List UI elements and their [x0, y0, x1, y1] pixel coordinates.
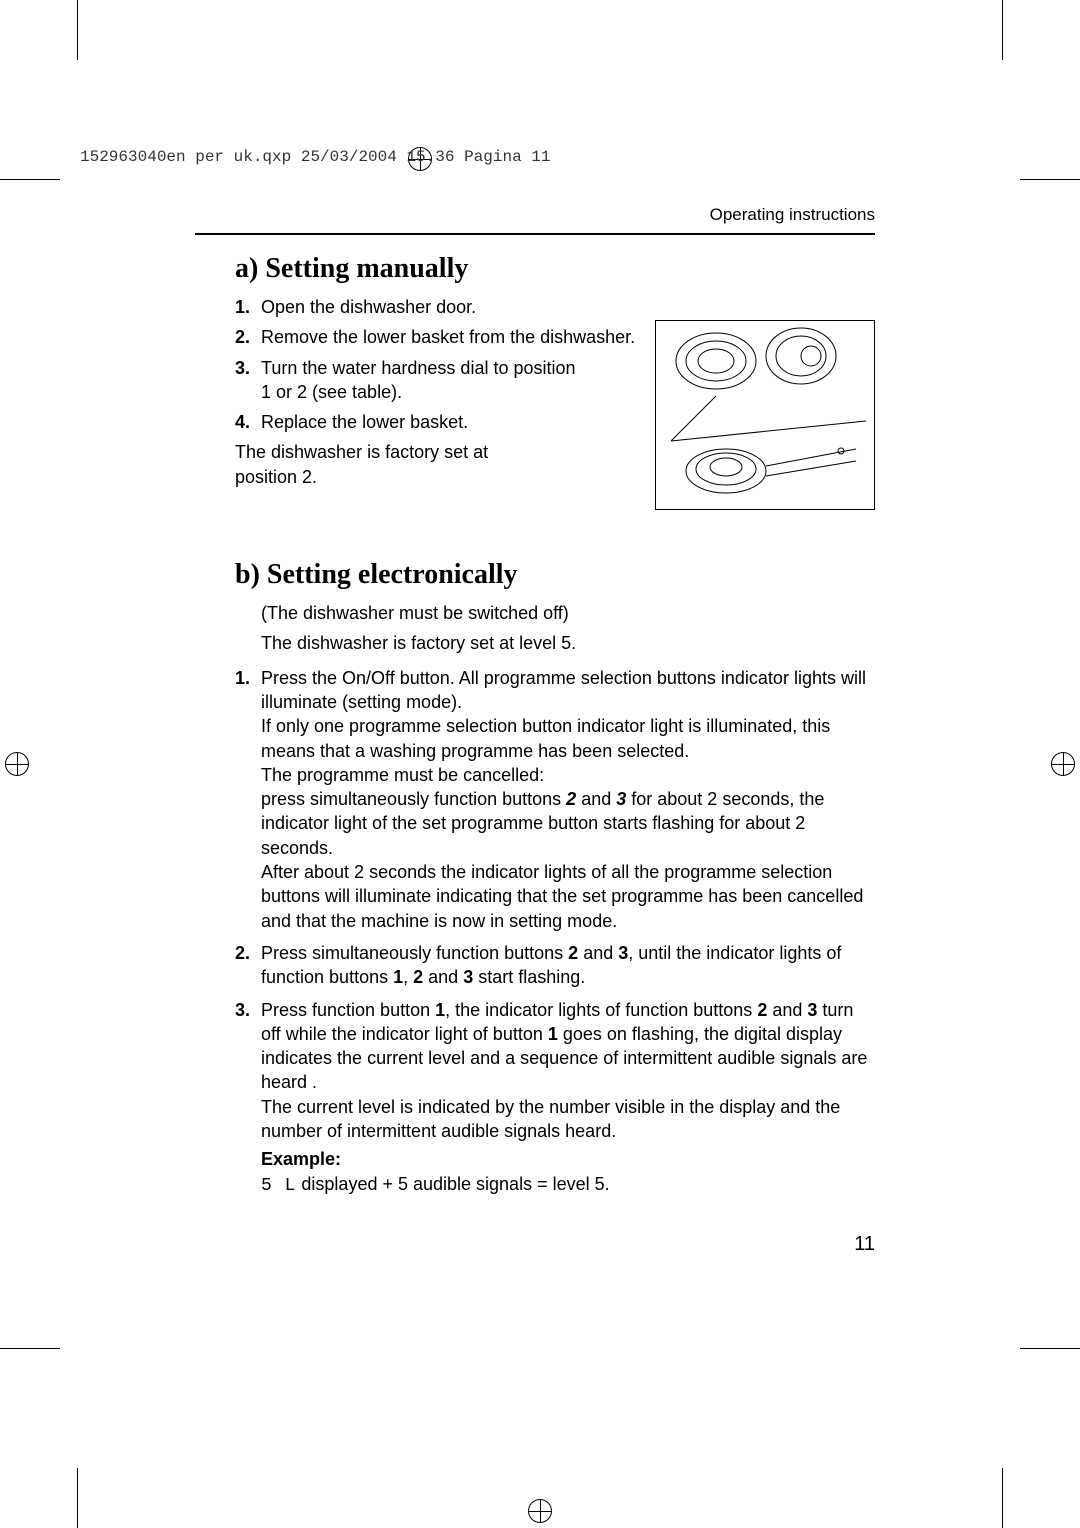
example-label: Example:	[261, 1149, 875, 1170]
page-content: Operating instructions a) Setting	[195, 205, 875, 1196]
step-text: Press the On/Off button. All programme s…	[261, 666, 875, 933]
step-number: 3.	[235, 356, 261, 405]
section-b-title: b) Setting electronically	[235, 559, 875, 591]
section-a-title: a) Setting manually	[235, 253, 875, 285]
print-header: 152963040en per uk.qxp 25/03/2004 15.36 …	[80, 148, 550, 166]
crop-mark	[77, 0, 78, 60]
step-text: Press function button 1, the indicator l…	[261, 998, 875, 1144]
registration-mark-icon	[5, 752, 29, 776]
step-number: 4.	[235, 410, 261, 434]
crop-mark	[1020, 1348, 1080, 1349]
step-number: 3.	[235, 998, 261, 1144]
running-header: Operating instructions	[195, 205, 875, 225]
crop-mark	[0, 1348, 60, 1349]
step1-line5: After about 2 seconds the indicator ligh…	[261, 862, 863, 931]
step1-line1: Press the On/Off button. All programme s…	[261, 668, 866, 712]
step1-line2: If only one programme selection button i…	[261, 716, 830, 760]
step-number: 1.	[235, 295, 261, 319]
crop-mark	[1020, 179, 1080, 180]
section-b-steps: 1. Press the On/Off button. All programm…	[235, 666, 875, 1144]
crop-mark	[0, 179, 60, 180]
horizontal-rule	[195, 233, 875, 235]
crop-mark	[77, 1468, 78, 1528]
step-text: Open the dishwasher door.	[261, 295, 875, 319]
step1-line3: The programme must be cancelled:	[261, 765, 544, 785]
page-number: 11	[854, 1233, 875, 1256]
registration-mark-icon	[1051, 752, 1075, 776]
example-line: 5 L displayed + 5 audible signals = leve…	[261, 1174, 875, 1196]
step-number: 2.	[235, 941, 261, 990]
step1-line4: press simultaneously function buttons 2 …	[261, 789, 824, 858]
crop-mark	[1002, 0, 1003, 60]
step-text: Press simultaneously function buttons 2 …	[261, 941, 875, 990]
registration-mark-icon	[528, 1499, 552, 1523]
section-b-subtitle1: (The dishwasher must be switched off)	[261, 601, 875, 625]
step-number: 2.	[235, 325, 261, 349]
crop-mark	[1002, 1468, 1003, 1528]
dishwasher-diagram	[655, 320, 875, 510]
step-text: Turn the water hardness dial to position…	[261, 356, 581, 405]
section-b-subtitle2: The dishwasher is factory set at level 5…	[261, 631, 875, 655]
step-number: 1.	[235, 666, 261, 933]
section-a-note: The dishwasher is factory set at positio…	[235, 440, 555, 489]
